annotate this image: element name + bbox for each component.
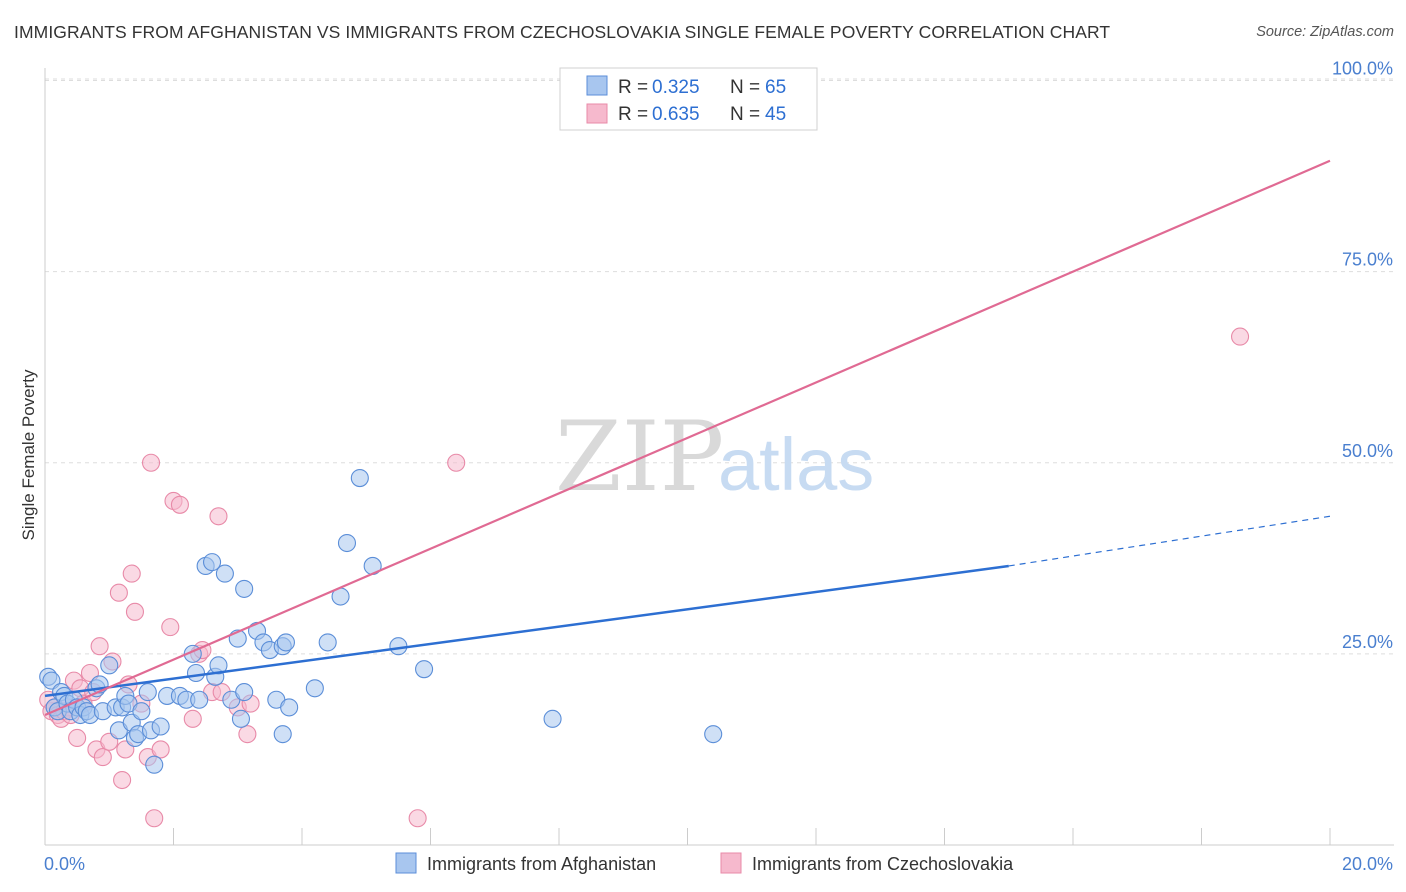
trend-lines	[44, 159, 1331, 717]
afghanistan-point	[145, 755, 164, 774]
y-tick-label: 100.0%	[1332, 59, 1393, 79]
afghanistan-point	[132, 702, 151, 721]
czechoslovakia-point	[113, 770, 132, 790]
czechoslovakia-point	[238, 725, 257, 744]
afghanistan-trend-extension	[1008, 515, 1331, 567]
stats-legend: R = 0.325 N = 65 R = 0.635 N = 45	[559, 67, 818, 131]
czechoslovakia-point	[125, 602, 144, 621]
afghanistan-point	[318, 633, 337, 652]
afghanistan-point	[231, 709, 251, 728]
czechoslovakia-point	[408, 809, 427, 828]
watermark-zip: ZIP	[555, 401, 724, 513]
watermark: ZIP atlas	[555, 401, 874, 513]
czechoslovakia-point	[209, 507, 228, 526]
legend-swatch-afghanistan	[586, 75, 608, 96]
afghanistan-point	[186, 663, 206, 683]
czechoslovakia-point	[93, 748, 112, 767]
czechoslovakia-point	[90, 637, 109, 656]
afghanistan-point	[235, 579, 254, 598]
czechoslovakia-point	[447, 453, 466, 472]
czechoslovakia-point	[1231, 327, 1250, 346]
afghanistan-point	[280, 698, 299, 717]
y-tick-labels: 25.0% 50.0% 75.0% 100.0%	[1332, 59, 1393, 652]
afghanistan-trend-line	[44, 564, 1009, 698]
y-axis-label: Single Female Poverty	[19, 369, 38, 541]
x-tick-label: 20.0%	[1342, 854, 1393, 874]
czechoslovakia-point	[183, 709, 202, 728]
legend-r-label-1: R =	[618, 77, 648, 98]
afghanistan-point	[276, 633, 295, 652]
afghanistan-point	[203, 553, 222, 572]
czechoslovakia-point	[122, 564, 141, 583]
afghanistan-point	[273, 725, 292, 744]
series-legend: Immigrants from Afghanistan Immigrants f…	[395, 852, 1014, 874]
afghanistan-point	[350, 468, 369, 488]
y-tick-label: 50.0%	[1342, 441, 1393, 461]
legend-n-label-1: N =	[730, 77, 760, 98]
series-label-czechoslovakia: Immigrants from Czechoslovakia	[752, 854, 1014, 874]
afghanistan-point	[215, 564, 234, 583]
czechoslovakia-point	[141, 453, 161, 472]
source-credit: Source: ZipAtlas.com	[1256, 24, 1394, 40]
y-tick-label: 25.0%	[1342, 632, 1393, 652]
czechoslovakia-point	[161, 618, 180, 637]
czechoslovakia-point	[145, 809, 164, 828]
legend-n-value-2: 45	[765, 104, 786, 125]
afghanistan-point	[138, 683, 157, 702]
afghanistan-point	[151, 717, 170, 736]
czechoslovakia-point	[68, 728, 87, 748]
legend-r-value-1: 0.325	[652, 77, 700, 98]
legend-r-value-2: 0.635	[652, 104, 700, 125]
series-swatch-czechoslovakia	[720, 852, 742, 874]
legend-n-value-1: 65	[765, 77, 786, 98]
afghanistan-point	[305, 679, 324, 698]
chart-title: IMMIGRANTS FROM AFGHANISTAN VS IMMIGRANT…	[14, 22, 1111, 42]
afghanistan-point	[209, 656, 228, 675]
watermark-atlas: atlas	[718, 423, 874, 506]
afghanistan-point	[190, 690, 209, 709]
czechoslovakia-point	[109, 583, 128, 602]
series-swatch-afghanistan	[395, 852, 417, 874]
afghanistan-point	[704, 725, 723, 744]
afghanistan-point	[415, 660, 434, 679]
czechoslovakia-trend-line	[44, 159, 1331, 717]
y-tick-label: 75.0%	[1342, 250, 1393, 270]
legend-swatch-czechoslovakia	[586, 103, 608, 124]
afghanistan-point	[100, 656, 119, 675]
x-ticks: 0.0% 20.0%	[44, 828, 1393, 874]
czechoslovakia-point	[151, 740, 170, 759]
legend-r-label-2: R =	[618, 104, 648, 125]
x-tick-label: 0.0%	[44, 854, 85, 874]
grid-lines	[45, 78, 1394, 655]
afghanistan-points	[39, 468, 723, 774]
afghanistan-point	[337, 533, 357, 553]
legend-n-label-2: N =	[730, 104, 760, 125]
afghanistan-point	[543, 709, 562, 728]
czechoslovakia-point	[170, 495, 189, 514]
afghanistan-point	[235, 683, 254, 702]
series-label-afghanistan: Immigrants from Afghanistan	[427, 854, 656, 874]
